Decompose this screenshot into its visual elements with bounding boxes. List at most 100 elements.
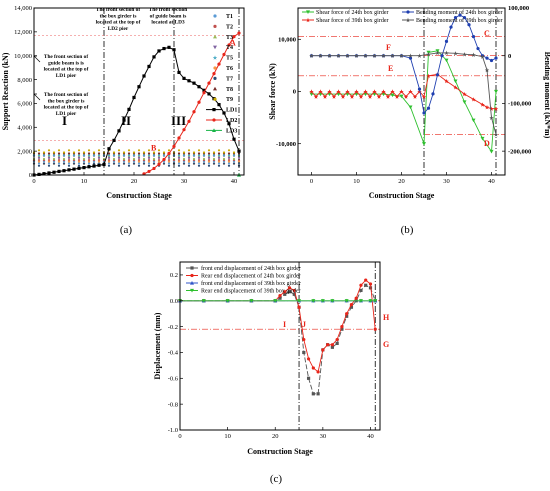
marker-t7 — [122, 162, 126, 165]
marker-t1 — [77, 162, 81, 165]
marker-t6 — [207, 160, 211, 163]
annotation-line: located at the top of — [44, 105, 89, 111]
x-tick-label: 20 — [272, 433, 279, 440]
series-2-point — [306, 357, 311, 361]
series-2-point — [394, 94, 400, 99]
legend-marker — [406, 10, 410, 14]
series-ld2-point — [187, 119, 191, 123]
point-label: C — [484, 29, 490, 38]
marker-t3 — [222, 157, 226, 161]
marker-t5 — [62, 154, 66, 157]
series-ld1-point — [177, 70, 181, 75]
series-1-point — [292, 292, 296, 296]
marker-t7 — [142, 162, 146, 165]
marker-t9 — [182, 151, 186, 154]
series-4-point — [390, 53, 395, 58]
legend-label: LD1 — [226, 108, 237, 114]
x-tick-label: 30 — [320, 433, 327, 440]
x-tick-label: 40 — [231, 178, 238, 185]
marker-t5 — [82, 154, 86, 157]
series-2-point — [368, 282, 373, 286]
legend-marker — [190, 273, 194, 278]
marker-t5 — [157, 154, 161, 157]
legend-a: T1 T2 T3 T4 T5 T6 T7 T8 T9 LD1 LD2 LD3 — [206, 14, 237, 134]
marker-t6 — [117, 160, 121, 163]
series-ld1-point — [72, 167, 76, 171]
axes-frame — [179, 261, 381, 431]
series-2-point — [309, 89, 314, 94]
y2-tick-label: -200,000 — [508, 148, 531, 155]
marker-t9 — [72, 151, 76, 154]
marker-t9 — [127, 149, 131, 152]
y2-tick-label: -100,000 — [508, 101, 531, 108]
marker-t6 — [167, 160, 171, 163]
y-tick-label: 14,000 — [14, 5, 32, 12]
annotation-line: The front section of — [44, 54, 88, 60]
marker-t9 — [207, 149, 211, 152]
point-label: D — [484, 139, 490, 148]
legend-marker — [213, 24, 217, 28]
marker-t3 — [232, 157, 236, 161]
series-4-point — [345, 53, 350, 58]
series-ld1-point — [147, 64, 151, 69]
series-4-point — [330, 299, 335, 303]
marker-t5 — [132, 154, 136, 157]
series-1-point — [489, 149, 494, 154]
legend-label: Bending moment of 24th box girder — [416, 9, 503, 16]
marker-t1 — [217, 162, 221, 165]
x-axis-label: Construction Stage — [247, 447, 313, 456]
point-label: J — [302, 320, 306, 329]
region-label: III — [171, 113, 186, 128]
series-ld1-point — [217, 103, 221, 107]
series-4-point — [273, 299, 278, 303]
marker-t5 — [232, 154, 236, 157]
series-1-point — [340, 327, 344, 331]
marker-t9 — [112, 151, 116, 154]
series-ld1-point — [112, 138, 116, 143]
series-1-point — [345, 314, 349, 318]
y-tick-label: -0.2 — [168, 324, 178, 331]
marker-t7 — [137, 164, 141, 167]
series-1-line — [311, 50, 497, 153]
marker-t9 — [82, 151, 86, 154]
series-2-point — [340, 94, 346, 99]
marker-t8 — [97, 152, 101, 155]
marker-t9 — [57, 149, 61, 152]
series-3-point — [444, 39, 449, 44]
marker-t7 — [57, 164, 61, 167]
series-ld1-point — [82, 166, 86, 170]
x-tick-label: 40 — [488, 178, 495, 185]
marker-t8 — [57, 152, 61, 155]
marker-t6 — [67, 160, 71, 163]
legend-label: front end displacement of 39th box girde… — [201, 280, 301, 287]
series-2-point — [316, 370, 320, 374]
marker-t5 — [212, 154, 216, 157]
marker-t5 — [42, 154, 46, 157]
legend-marker — [212, 128, 216, 132]
marker-t5 — [97, 154, 101, 157]
marker-t6 — [77, 160, 81, 163]
series-3-point — [489, 58, 494, 63]
series-3-point — [485, 56, 489, 60]
marker-t4 — [127, 156, 131, 159]
legend-label: LD2 — [226, 118, 237, 124]
marker-t5 — [37, 154, 41, 157]
marker-t4 — [197, 156, 201, 159]
series-ld1-point — [227, 122, 231, 126]
point-label: E — [388, 64, 393, 73]
marker-t5 — [217, 154, 221, 157]
series-2-point — [489, 106, 494, 111]
series-ld2-point — [232, 35, 236, 39]
marker-t9 — [152, 151, 156, 154]
series-2-point — [412, 94, 418, 99]
series-1-point — [480, 136, 485, 141]
series-2-point — [399, 89, 404, 94]
series-1-point — [349, 305, 354, 309]
series-1-point — [364, 283, 368, 287]
legend-label: T5 — [226, 56, 233, 62]
legend-marker — [213, 97, 217, 101]
series-ld1-point — [107, 147, 111, 151]
marker-t5 — [227, 154, 231, 157]
marker-t7 — [127, 164, 131, 167]
region-label: I — [62, 113, 67, 128]
